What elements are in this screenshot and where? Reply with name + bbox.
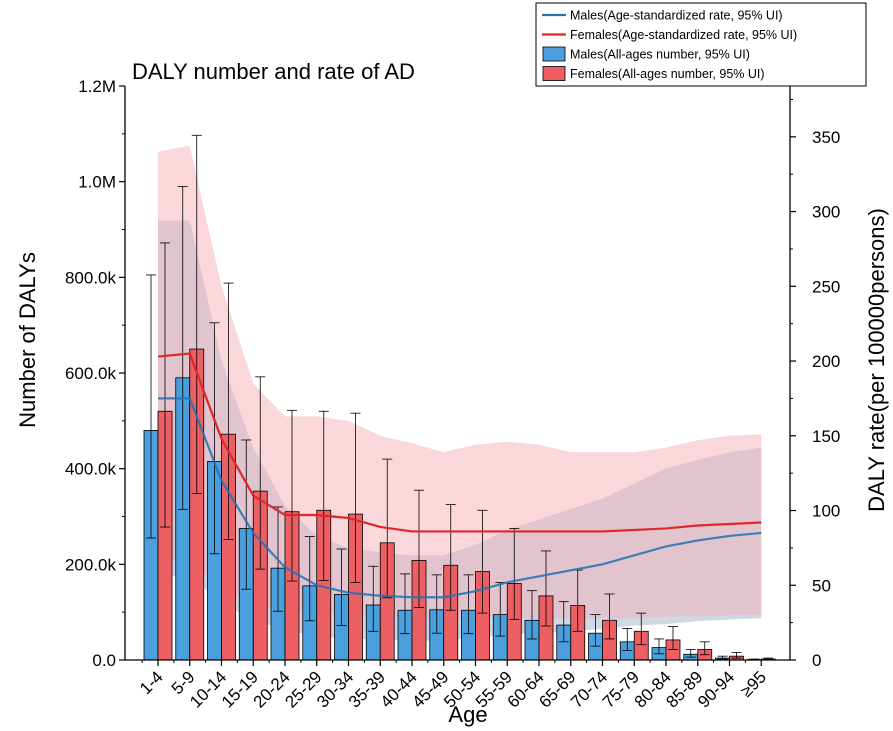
rate-lines xyxy=(157,352,762,599)
legend: Males(Age-standardized rate, 95% UI) Fema… xyxy=(535,2,867,87)
legend-label-0: Males(Age-standardized rate, 95% UI) xyxy=(570,9,783,23)
y-left-tick-label-6: 1.2M xyxy=(78,77,116,96)
y-left-tick-label-0: 0.0 xyxy=(92,651,116,670)
count-bars xyxy=(143,134,776,661)
y-right-tick-label-5: 250 xyxy=(812,277,840,296)
y-right-tick-label-4: 200 xyxy=(812,352,840,371)
rate-line-females xyxy=(157,352,762,533)
legend-label-3: Females(All-ages number, 95% UI) xyxy=(570,67,765,81)
y-left-tick-label-2: 400.0k xyxy=(65,460,117,479)
y-right-tick-label-2: 100 xyxy=(812,502,840,521)
rate-line-males xyxy=(158,397,762,599)
rate-uncertainty-bands xyxy=(158,145,762,641)
y-right-tick-label-7: 350 xyxy=(812,128,840,147)
y-axis-left-title: Number of DALYs xyxy=(15,252,40,428)
y-left-tick-label-1: 200.0k xyxy=(65,555,117,574)
x-tick-label-0: 1-4 xyxy=(136,667,167,698)
chart-title: DALY number and rate of AD xyxy=(132,59,415,84)
y-right-tick-label-3: 150 xyxy=(812,427,840,446)
y-right-tick-label-0: 0 xyxy=(812,651,821,670)
x-tick-label-18: 90-94 xyxy=(694,667,738,711)
y-left-tick-label-4: 800.0k xyxy=(65,268,117,287)
x-axis-title: Age xyxy=(448,702,487,727)
y-axis-right-title: DALY rate(per 100000persons) xyxy=(864,208,889,512)
legend-swatch-3 xyxy=(542,66,566,81)
legend-label-2: Males(All-ages number, 95% UI) xyxy=(570,48,750,62)
y-right-tick-label-6: 300 xyxy=(812,203,840,222)
y-right-tick-label-1: 50 xyxy=(812,576,831,595)
legend-label-1: Females(Age-standardized rate, 95% UI) xyxy=(570,28,797,42)
legend-box xyxy=(535,2,867,87)
y-left-tick-label-3: 600.0k xyxy=(65,364,117,383)
y-left-tick-label-5: 1.0M xyxy=(78,173,116,192)
rate-band-females xyxy=(158,145,762,619)
x-tick-label-19: ≥95 xyxy=(737,667,770,700)
legend-swatch-2 xyxy=(542,46,566,62)
